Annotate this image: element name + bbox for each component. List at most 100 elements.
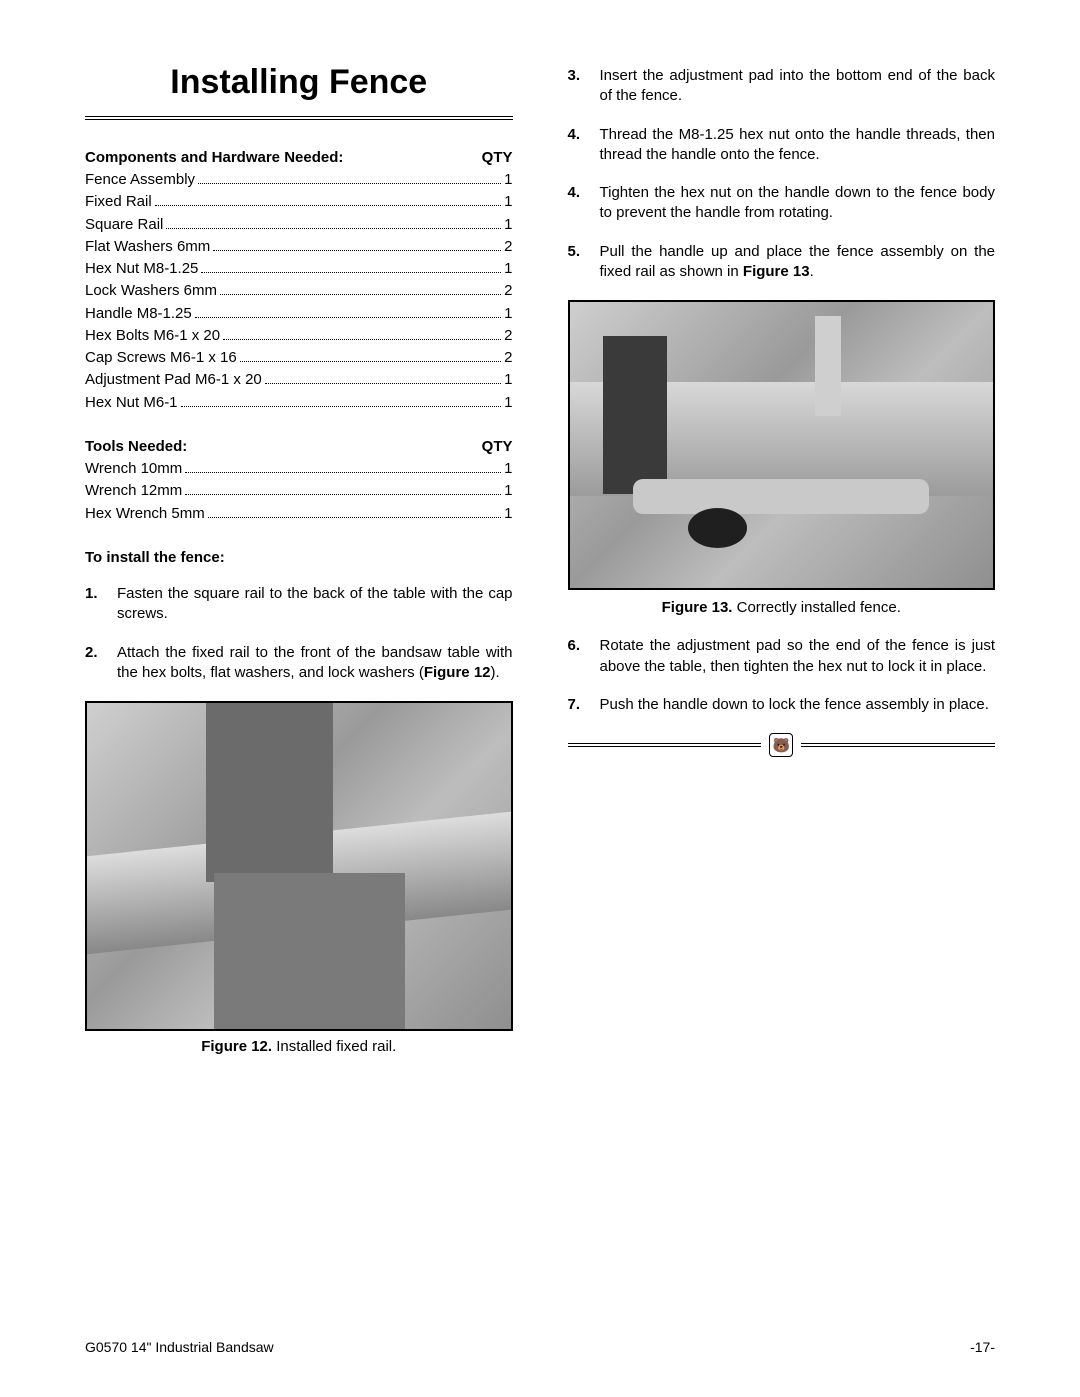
item-label: Hex Nut M6-1 <box>85 393 178 413</box>
item-label: Square Rail <box>85 215 163 235</box>
figure-12-text: Installed fixed rail. <box>272 1038 396 1055</box>
page-title: Installing Fence <box>85 60 513 106</box>
list-item: Lock Washers 6mm 2 <box>85 281 513 301</box>
figure-13-image <box>568 300 996 590</box>
step-item: 4. Thread the M8-1.25 hex nut onto the ha… <box>568 125 996 166</box>
item-leader <box>240 361 501 362</box>
step-item: 4.Tighten the hex nut on the handle down… <box>568 183 996 224</box>
figure-13-label: Figure 13. <box>662 599 733 616</box>
step-item: 5. Pull the handle up and place the fence… <box>568 242 996 283</box>
right-column: 3. Insert the adjustment pad into the bot… <box>568 60 996 1075</box>
tools-header: Tools Needed: QTY <box>85 437 513 457</box>
item-leader <box>198 183 501 184</box>
install-heading: To install the fence: <box>85 548 513 568</box>
item-leader <box>223 339 501 340</box>
item-leader <box>201 272 501 273</box>
figure-13-text: Correctly installed fence. <box>732 599 900 616</box>
item-label: Fixed Rail <box>85 192 152 212</box>
step-text: Rotate the adjustment pad so the end of … <box>600 636 996 677</box>
list-item: Hex Wrench 5mm1 <box>85 504 513 524</box>
step-text: Attach the fixed rail to the front of th… <box>117 643 513 684</box>
step-item: 7. Push the handle down to lock the fence… <box>568 695 996 715</box>
list-item: Cap Screws M6-1 x 162 <box>85 348 513 368</box>
step-item: 1. Fasten the square rail to the back of … <box>85 584 513 625</box>
item-label: Hex Wrench 5mm <box>85 504 205 524</box>
figure-reference: Figure 12 <box>424 664 491 681</box>
figure-13-caption: Figure 13. Correctly installed fence. <box>568 598 996 618</box>
components-header-label: Components and Hardware Needed: <box>85 148 343 168</box>
step-number: 4. <box>568 125 586 166</box>
item-label: Hex Bolts M6-1 x 20 <box>85 326 220 346</box>
item-qty: 1 <box>504 170 512 190</box>
item-qty: 2 <box>504 348 512 368</box>
figure-12-label: Figure 12. <box>201 1038 272 1055</box>
step-number: 5. <box>568 242 586 283</box>
step-item: 2. Attach the fixed rail to the front of … <box>85 643 513 684</box>
item-label: Adjustment Pad M6-1 x 20 <box>85 370 262 390</box>
item-label: Handle M8-1.25 <box>85 304 192 324</box>
item-qty: 1 <box>504 370 512 390</box>
steps-left: 1. Fasten the square rail to the back of … <box>85 584 513 683</box>
item-leader <box>265 383 501 384</box>
list-item: Wrench 10mm 1 <box>85 459 513 479</box>
step-text: Tighten the hex nut on the handle down t… <box>600 183 996 224</box>
item-label: Flat Washers 6mm <box>85 237 210 257</box>
list-item: Hex Bolts M6-1 x 20 2 <box>85 326 513 346</box>
footer-left: G0570 14" Industrial Bandsaw <box>85 1338 274 1357</box>
item-leader <box>208 517 501 518</box>
item-leader <box>181 406 502 407</box>
item-qty: 2 <box>504 326 512 346</box>
components-list: Fence Assembly1Fixed Rail1Square Rail1Fl… <box>85 170 513 413</box>
list-item: Wrench 12mm 1 <box>85 481 513 501</box>
tools-list: Wrench 10mm 1 Wrench 12mm 1 Hex Wrench 5mm1 <box>85 459 513 524</box>
step-number: 2. <box>85 643 103 684</box>
step-text: Pull the handle up and place the fence a… <box>600 242 996 283</box>
step-text: Thread the M8-1.25 hex nut onto the hand… <box>600 125 996 166</box>
item-leader <box>185 472 501 473</box>
item-qty: 1 <box>504 393 512 413</box>
step-item: 6.Rotate the adjustment pad so the end o… <box>568 636 996 677</box>
tools-header-label: Tools Needed: <box>85 437 187 457</box>
item-label: Wrench 12mm <box>85 481 182 501</box>
bear-icon: 🐻 <box>769 733 793 757</box>
item-leader <box>155 205 501 206</box>
figure-12-caption: Figure 12. Installed fixed rail. <box>85 1037 513 1057</box>
left-column: Installing Fence Components and Hardware… <box>85 60 513 1075</box>
item-qty: 1 <box>504 215 512 235</box>
item-leader <box>185 494 501 495</box>
figure-12-image <box>85 701 513 1031</box>
item-qty: 2 <box>504 281 512 301</box>
item-label: Fence Assembly <box>85 170 195 190</box>
item-qty: 1 <box>504 259 512 279</box>
step-text: Fasten the square rail to the back of th… <box>117 584 513 625</box>
item-qty: 1 <box>504 481 512 501</box>
list-item: Flat Washers 6mm 2 <box>85 237 513 257</box>
page-footer: G0570 14" Industrial Bandsaw -17- <box>85 1338 995 1357</box>
list-item: Hex Nut M8-1.251 <box>85 259 513 279</box>
item-label: Lock Washers 6mm <box>85 281 217 301</box>
item-leader <box>195 317 501 318</box>
step-number: 3. <box>568 66 586 107</box>
item-leader <box>213 250 501 251</box>
step-number: 7. <box>568 695 586 715</box>
step-text: Push the handle down to lock the fence a… <box>600 695 996 715</box>
footer-right: -17- <box>970 1338 995 1357</box>
list-item: Handle M8-1.251 <box>85 304 513 324</box>
item-label: Wrench 10mm <box>85 459 182 479</box>
step-number: 1. <box>85 584 103 625</box>
steps-right-b: 6.Rotate the adjustment pad so the end o… <box>568 636 996 715</box>
item-qty: 1 <box>504 459 512 479</box>
item-leader <box>166 228 501 229</box>
list-item: Adjustment Pad M6-1 x 20 1 <box>85 370 513 390</box>
list-item: Fence Assembly 1 <box>85 170 513 190</box>
step-item: 3. Insert the adjustment pad into the bot… <box>568 66 996 107</box>
title-rule <box>85 116 513 120</box>
list-item: Square Rail 1 <box>85 215 513 235</box>
list-item: Hex Nut M6-1 1 <box>85 393 513 413</box>
components-header: Components and Hardware Needed: QTY <box>85 148 513 168</box>
step-text: Insert the adjustment pad into the botto… <box>600 66 996 107</box>
components-header-qty: QTY <box>482 148 513 168</box>
list-item: Fixed Rail1 <box>85 192 513 212</box>
figure-reference: Figure 13 <box>743 263 810 280</box>
item-qty: 2 <box>504 237 512 257</box>
